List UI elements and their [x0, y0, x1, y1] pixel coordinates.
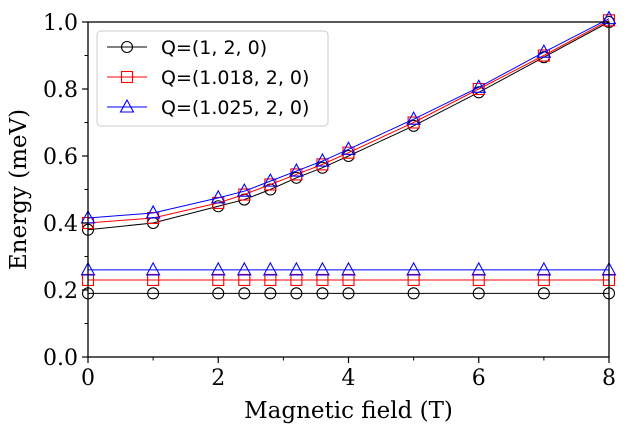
legend-marker	[119, 98, 135, 113]
series-3-lower-point	[406, 261, 422, 276]
series-3-upper-point	[262, 172, 278, 187]
series-3-upper-line	[87, 18, 610, 219]
x-tick-label: 4	[342, 366, 356, 391]
series-3-lower-point	[315, 261, 330, 276]
series-3-lower-point	[471, 261, 487, 276]
legend-marker	[120, 70, 134, 84]
series-1-lower-point	[537, 287, 550, 300]
series-1-lower-point	[238, 287, 251, 300]
x-tick-label: 6	[472, 366, 486, 391]
series-1-upper-line	[87, 21, 610, 231]
y-tick-label: 0.2	[43, 279, 78, 304]
series-1-lower-point	[342, 287, 355, 300]
legend-label: Q=(1.018, 2, 0)	[161, 67, 309, 89]
series-1-lower-point	[212, 287, 225, 300]
series-3	[80, 10, 617, 276]
series-2-upper-point	[472, 82, 485, 96]
series-1-lower-point	[407, 287, 420, 300]
legend-entry-3: Q=(1.025, 2, 0)	[107, 97, 309, 119]
legend: Q=(1, 2, 0) Q=(1.018, 2, 0) Q=(1.025, 2, 0…	[96, 30, 329, 127]
series-3-upper-point	[406, 110, 422, 125]
legend-marker	[120, 40, 134, 54]
series-3-lower-point	[288, 261, 304, 276]
series-3-upper-point	[210, 189, 226, 204]
series-3-upper-point	[145, 204, 161, 219]
x-tick-label: 0	[81, 366, 95, 391]
x-tick-label: 8	[602, 366, 616, 391]
series-3-upper-point	[536, 43, 552, 58]
x-axis-label: Magnetic field (T)	[244, 398, 453, 424]
legend-entry-1: Q=(1, 2, 0)	[107, 37, 267, 59]
legend-entry-2: Q=(1.018, 2, 0)	[107, 67, 309, 89]
series-1-lower-point	[290, 287, 303, 300]
series-1-lower-point	[316, 287, 329, 300]
series-3-upper-point	[471, 79, 487, 93]
series-3-lower-point	[262, 261, 278, 276]
series-3-lower-point	[341, 261, 356, 276]
series-3-lower-point	[210, 261, 226, 276]
y-tick-label: 0.0	[43, 346, 78, 371]
series-1-lower-point	[472, 287, 485, 300]
series-2-upper-line	[87, 19, 610, 224]
x-tick-label: 2	[211, 366, 225, 391]
y-axis-label: Energy (meV)	[6, 109, 32, 270]
series-1-lower-point	[264, 287, 277, 300]
legend-label: Q=(1.025, 2, 0)	[161, 97, 309, 119]
series-3-lower-point	[536, 261, 552, 276]
series-3-upper-point	[288, 162, 304, 177]
series-3-upper-point	[236, 183, 252, 197]
series-3-upper-point	[341, 141, 356, 155]
ticks-layer: 0 2 4 6 8 0.0 0.2 0.4 0.6 0.8 1.0	[43, 11, 616, 391]
legend-label: Q=(1, 2, 0)	[161, 37, 267, 59]
series-3-upper-point	[315, 152, 330, 167]
series-3-lower-point	[145, 261, 161, 276]
series-1-lower-point	[147, 287, 160, 300]
y-tick-label: 0.6	[43, 145, 78, 170]
legend-box	[96, 30, 329, 127]
series-3-lower-point	[236, 261, 252, 276]
y-tick-label: 1.0	[43, 11, 78, 36]
series-layer	[80, 10, 617, 300]
y-tick-label: 0.8	[43, 78, 78, 103]
y-tick-label: 0.4	[43, 212, 78, 237]
